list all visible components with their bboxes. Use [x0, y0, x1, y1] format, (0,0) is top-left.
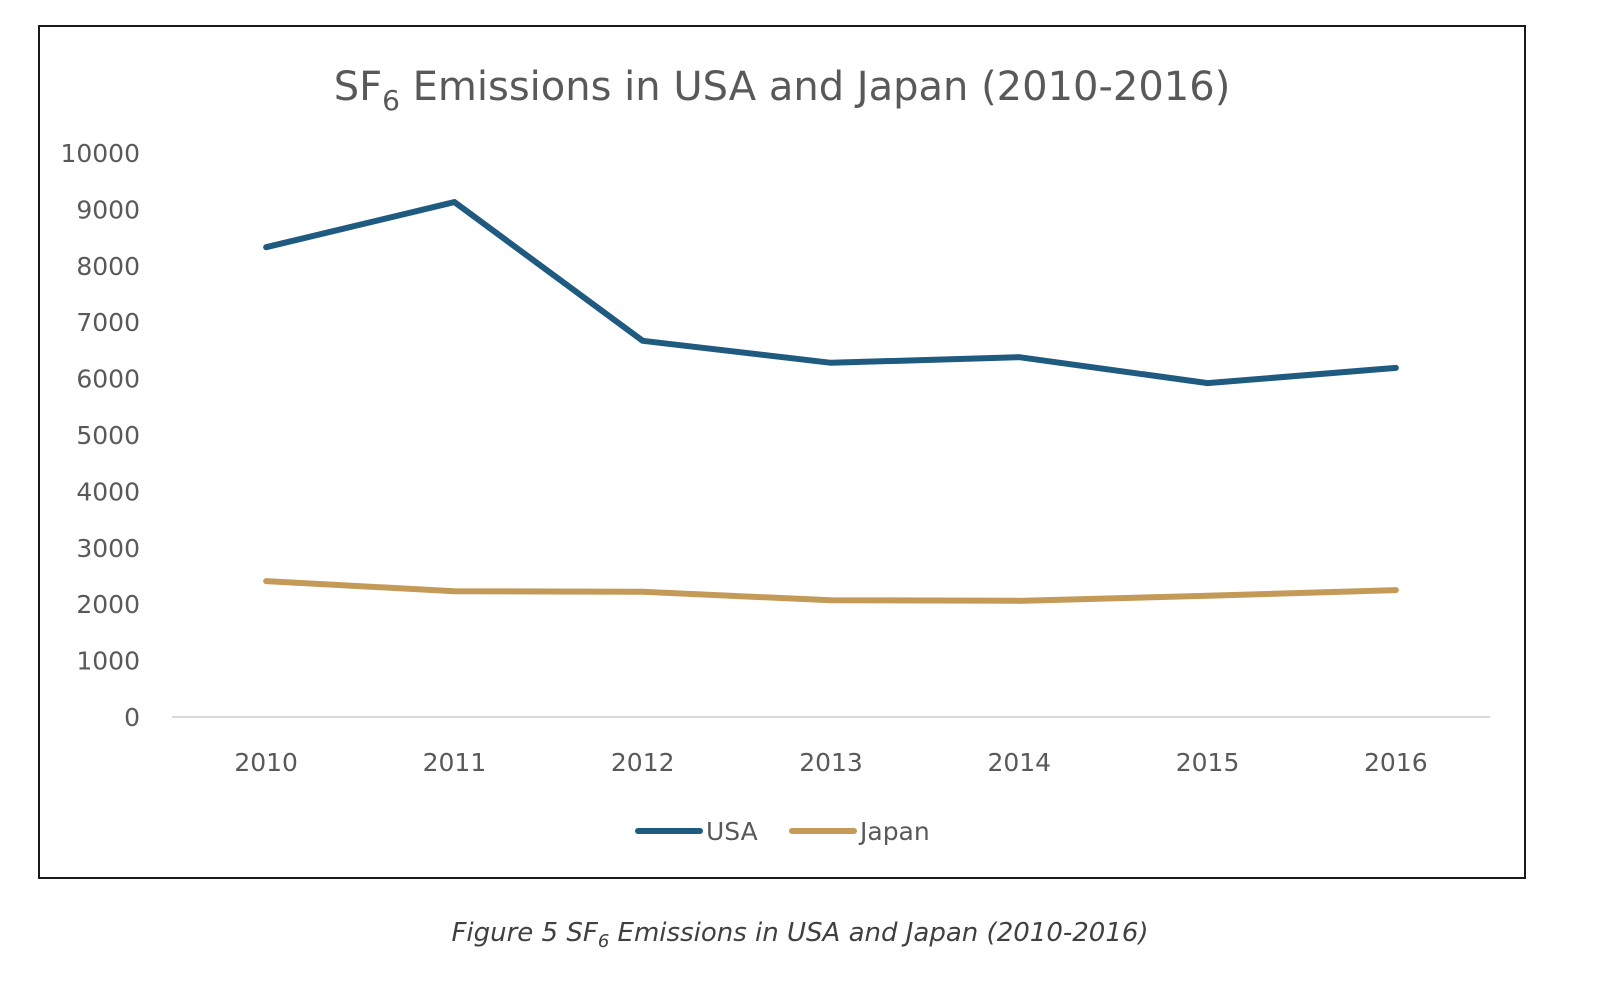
y-tick-label: 3000 [76, 534, 140, 563]
y-tick-label: 4000 [76, 477, 140, 506]
x-tick-label: 2015 [1176, 748, 1240, 777]
legend: USA Japan [635, 817, 930, 846]
y-tick-label: 9000 [76, 195, 140, 224]
x-tick-label: 2011 [423, 748, 487, 777]
y-tick-label: 6000 [76, 365, 140, 394]
y-tick-label: 1000 [76, 647, 140, 676]
y-tick-label: 5000 [76, 421, 140, 450]
x-tick-label: 2012 [611, 748, 675, 777]
x-axis-ticks: 2010 2011 2012 2013 2014 2015 2016 [234, 748, 1427, 777]
chart-title: SF6 Emissions in USA and Japan (2010-201… [334, 64, 1231, 117]
x-tick-label: 2010 [234, 748, 298, 777]
y-axis-ticks: 0 1000 2000 3000 4000 5000 6000 7000 8000 9000 100… [60, 139, 140, 732]
legend-item-usa: USA [635, 817, 758, 846]
legend-item-japan: Japan [789, 817, 930, 846]
y-tick-label: 10000 [60, 139, 140, 168]
y-tick-label: 8000 [76, 252, 140, 281]
y-tick-label: 2000 [76, 590, 140, 619]
x-tick-label: 2013 [799, 748, 863, 777]
y-tick-label: 0 [124, 703, 140, 732]
series-line-japan [263, 578, 1399, 604]
line-chart: SF6 Emissions in USA and Japan (2010-201… [60, 64, 1490, 846]
series-line-usa [263, 199, 1399, 387]
chart-frame [38, 25, 1526, 879]
y-tick-label: 7000 [76, 308, 140, 337]
figure-caption: Figure 5 SF6 Emissions in USA and Japan … [451, 918, 1149, 953]
x-tick-label: 2016 [1364, 748, 1428, 777]
x-tick-label: 2014 [987, 748, 1051, 777]
legend-label: USA [706, 817, 758, 846]
series-lines [263, 199, 1399, 604]
legend-label: Japan [858, 817, 930, 846]
